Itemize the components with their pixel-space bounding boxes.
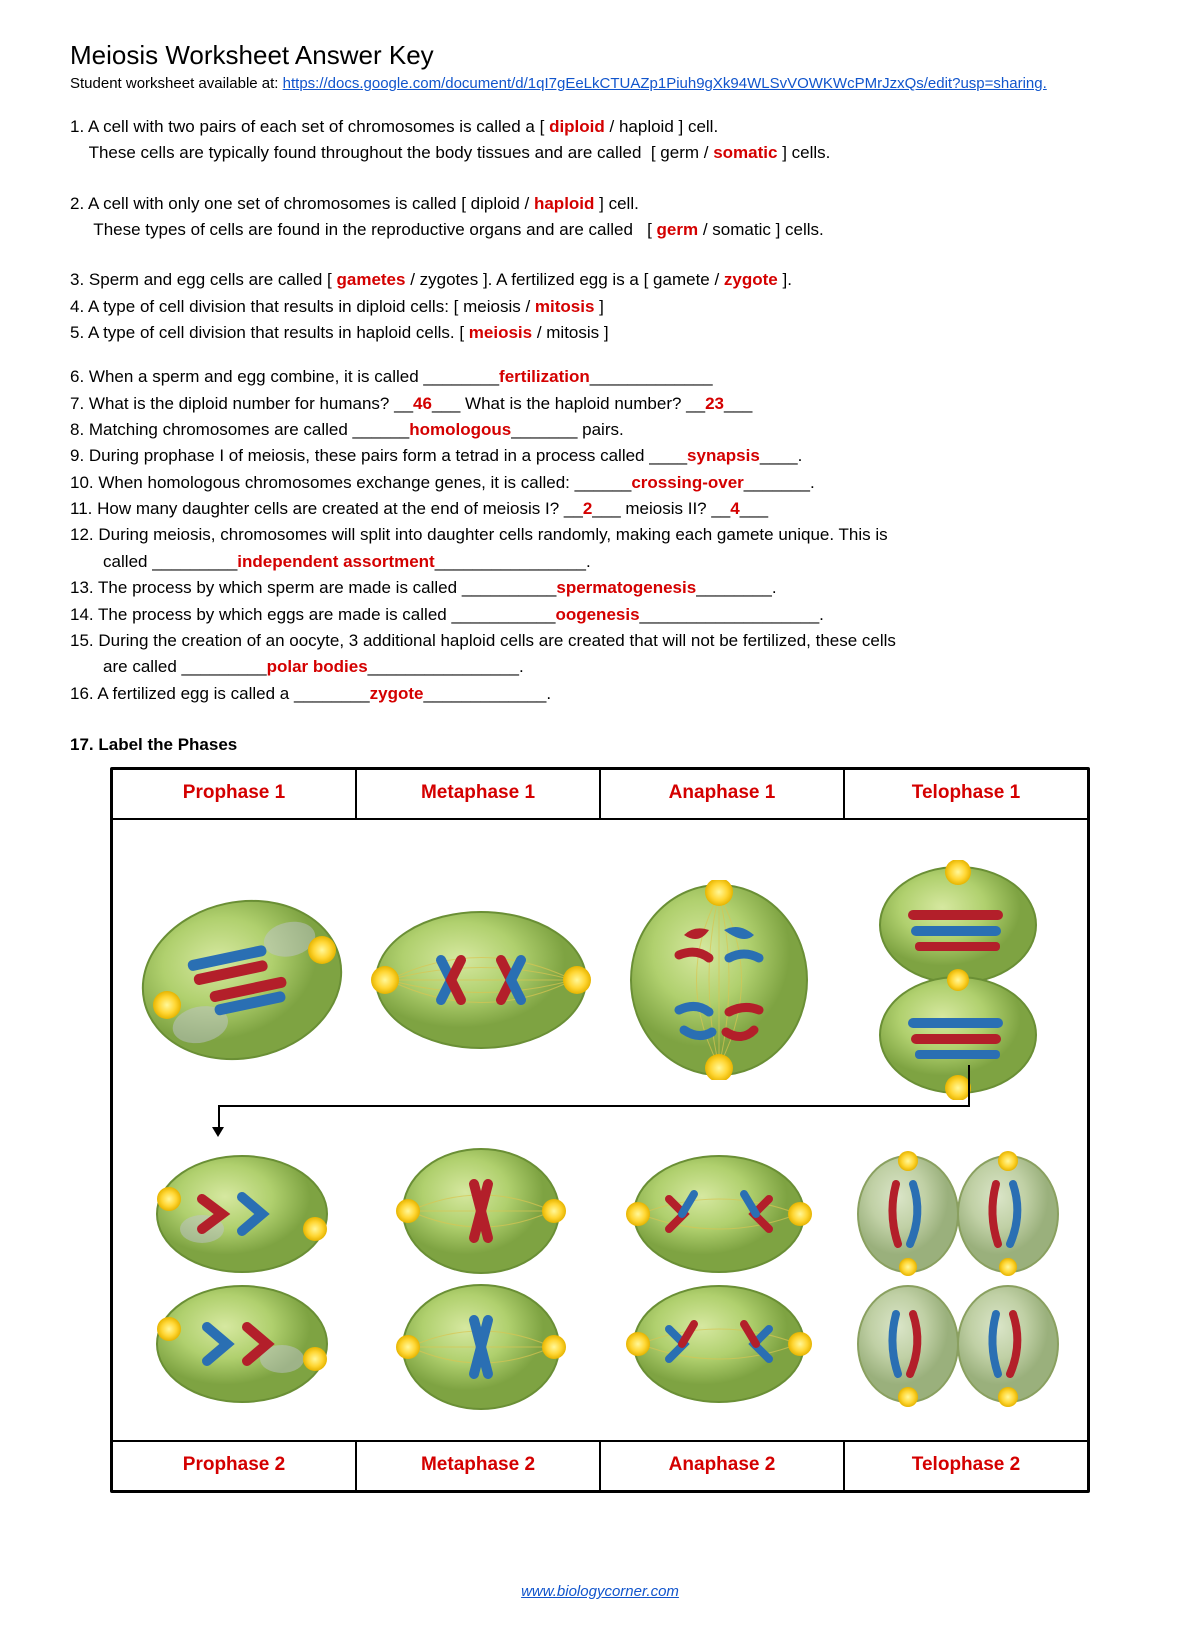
cell-telophase2 [839, 1139, 1078, 1420]
q16: 16. A fertilized egg is called a _______… [70, 681, 1130, 707]
q12b: called _________independent assortment__… [70, 549, 1130, 575]
arrow-v-right [968, 1065, 970, 1105]
q3: 3. Sperm and egg cells are called [ game… [70, 267, 1130, 293]
q13: 13. The process by which sperm are made … [70, 575, 1130, 601]
phase-prophase1: Prophase 1 [113, 770, 357, 818]
q15: 15. During the creation of an oocyte, 3 … [70, 628, 1130, 654]
cell-anaphase1 [600, 840, 839, 1121]
q12: 12. During meiosis, chromosomes will spl… [70, 522, 1130, 548]
phase-anaphase2-label: Anaphase 2 [601, 1442, 845, 1490]
q10: 10. When homologous chromosomes exchange… [70, 470, 1130, 496]
footer: www.biologycorner.com [70, 1583, 1130, 1600]
footer-link[interactable]: www.biologycorner.com [521, 1583, 679, 1600]
phase-metaphase2-label: Metaphase 2 [357, 1442, 601, 1490]
cell-metaphase2 [362, 1139, 601, 1420]
phase-telophase1: Telophase 1 [845, 770, 1087, 818]
subtitle: Student worksheet available at: https://… [70, 75, 1130, 92]
worksheet-page: Meiosis Worksheet Answer Key Student wor… [0, 0, 1200, 1630]
q4: 4. A type of cell division that results … [70, 294, 1130, 320]
phase-metaphase1: Metaphase 1 [357, 770, 601, 818]
q11: 11. How many daughter cells are created … [70, 496, 1130, 522]
phase-prophase2-label: Prophase 2 [113, 1442, 357, 1490]
q9: 9. During prophase I of meiosis, these p… [70, 443, 1130, 469]
q5: 5. A type of cell division that results … [70, 320, 1130, 346]
cell-prophase1 [123, 840, 362, 1121]
q8: 8. Matching chromosomes are called _____… [70, 417, 1130, 443]
phase-telophase2-label: Telophase 2 [845, 1442, 1087, 1490]
cell-metaphase1 [362, 840, 601, 1121]
section-17-title: 17. Label the Phases [70, 735, 1130, 755]
phase-anaphase1: Anaphase 1 [601, 770, 845, 818]
subtitle-prefix: Student worksheet available at: [70, 75, 283, 92]
phase-diagram-area [113, 820, 1087, 1440]
phase-header-bottom: Prophase 2 Metaphase 2 Anaphase 2 Teloph… [113, 1440, 1087, 1490]
q2: 2. A cell with only one set of chromosom… [70, 191, 1130, 244]
arrow-head-icon [212, 1127, 224, 1137]
arrow-h [218, 1105, 970, 1107]
q1: 1. A cell with two pairs of each set of … [70, 114, 1130, 167]
q6: 6. When a sperm and egg combine, it is c… [70, 364, 1130, 390]
q7: 7. What is the diploid number for humans… [70, 391, 1130, 417]
phase-table: Prophase 1 Metaphase 1 Anaphase 1 Teloph… [110, 767, 1090, 1493]
q14: 14. The process by which eggs are made i… [70, 602, 1130, 628]
q15b: are called _________polar bodies________… [70, 654, 1130, 680]
cell-telophase1 [839, 840, 1078, 1121]
worksheet-link[interactable]: https://docs.google.com/document/d/1qI7g… [283, 75, 1047, 92]
cell-prophase2 [123, 1139, 362, 1420]
cell-anaphase2 [600, 1139, 839, 1420]
arrow-v-left [218, 1105, 220, 1129]
phase-header-top: Prophase 1 Metaphase 1 Anaphase 1 Teloph… [113, 770, 1087, 820]
page-title: Meiosis Worksheet Answer Key [70, 40, 1130, 71]
